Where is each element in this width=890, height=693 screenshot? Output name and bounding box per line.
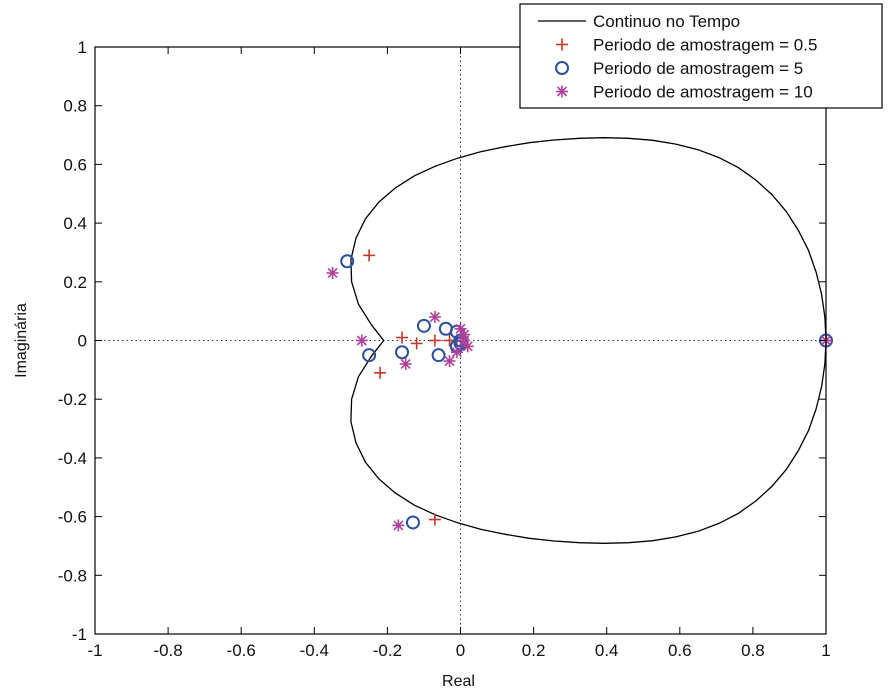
data-point-series-1-4	[428, 513, 441, 526]
legend-label: Continuo no Tempo	[593, 12, 740, 31]
data-point-series-3-6	[443, 355, 456, 368]
axes: -1 -0.8 -0.6 -0.4 -0.2 0 0.2 0.4 0.6 0.8 1 -1 -0.8 -0…	[13, 38, 831, 690]
data-point-series-2-5	[416, 318, 431, 333]
legend-entry-1: Periodo de amostragem = 0.5	[556, 36, 817, 55]
legend-marker-sample	[555, 61, 569, 75]
data-point-series-1-6	[428, 334, 441, 347]
y-tick-label: 0.2	[63, 273, 87, 292]
data-point-series-3-3	[399, 357, 412, 370]
marker-stroke	[393, 520, 404, 531]
x-tick-label: 0	[456, 641, 465, 660]
y-tick-label: -0.6	[58, 508, 87, 527]
data-point-series-1-2	[396, 331, 409, 344]
marker-stroke	[451, 347, 462, 358]
marker-outline	[362, 348, 377, 363]
y-tick-label: 0.4	[63, 214, 87, 233]
legend-label: Periodo de amostragem = 0.5	[593, 36, 817, 55]
data-point-series-3-1	[326, 266, 339, 279]
marker-outline	[395, 345, 410, 360]
marker-stroke	[455, 323, 466, 334]
data-point-series-3-9	[461, 340, 474, 353]
data-point-series-1-1	[363, 249, 376, 262]
data-point-series-2-6	[431, 348, 446, 363]
data-point-series-3-11	[450, 346, 463, 359]
x-tick-label: -0.2	[373, 641, 402, 660]
legend-marker-sample	[556, 38, 568, 51]
y-tick-label: -0.2	[58, 390, 87, 409]
y-tick-label: -0.8	[58, 566, 87, 585]
data-point-series-2-4	[405, 515, 420, 530]
legend-entry-2: Periodo de amostragem = 5	[555, 59, 803, 78]
data-point-series-2-1	[340, 254, 355, 269]
x-tick-label: 0.4	[595, 641, 619, 660]
y-tick-label: 0.8	[63, 97, 87, 116]
marker-outline	[431, 348, 446, 363]
y-tick-label: -1	[72, 625, 87, 644]
marker-stroke	[462, 341, 473, 352]
y-tick-label: 0.6	[63, 155, 87, 174]
legend-label: Periodo de amostragem = 5	[593, 59, 803, 78]
data-point-series-2-3	[395, 345, 410, 360]
y-tick-label: 0	[78, 332, 87, 351]
y-axis-label: Imaginária	[13, 303, 30, 378]
marker-stroke	[459, 329, 470, 340]
y-tick-label: 1	[78, 38, 87, 57]
marker-stroke	[327, 267, 338, 279]
series-line-continuo-no-tempo	[350, 137, 827, 544]
legend-entry-0: Continuo no Tempo	[538, 12, 740, 31]
marker-stroke	[400, 358, 411, 370]
marker-outline	[405, 515, 420, 530]
data-point-series-1-3	[374, 366, 387, 379]
x-tick-label: 0.6	[668, 641, 692, 660]
plot-area	[95, 47, 833, 634]
legend: Continuo no Tempo Periodo de amostragem =…	[519, 3, 883, 109]
x-tick-label: 0.2	[522, 641, 546, 660]
marker-outline	[416, 318, 431, 333]
legend-marker-sample	[556, 85, 568, 98]
marker-stroke	[444, 355, 455, 367]
marker-stroke	[556, 86, 568, 97]
data-point-series-3-4	[392, 519, 405, 532]
marker-stroke	[356, 335, 367, 346]
y-tick-label: -0.4	[58, 449, 87, 468]
data-point-series-3-5	[428, 311, 441, 324]
marker-outline	[555, 61, 569, 75]
x-tick-label: -1	[87, 641, 102, 660]
marker-stroke	[429, 311, 440, 323]
legend-label: Periodo de amostragem = 10	[593, 83, 813, 102]
data-point-series-3-2	[355, 334, 368, 347]
x-tick-label: 0.8	[741, 641, 765, 660]
data-point-series-2-2	[362, 348, 377, 363]
x-tick-label: 1	[821, 641, 830, 660]
marker-outline	[340, 254, 355, 269]
data-point-series-3-10	[458, 328, 471, 341]
x-tick-label: -0.8	[153, 641, 182, 660]
legend-entry-3: Periodo de amostragem = 10	[556, 83, 813, 102]
data-point-series-1-5	[410, 337, 423, 350]
x-tick-label: -0.4	[300, 641, 329, 660]
x-axis-label: Real	[442, 673, 475, 690]
x-tick-label: -0.6	[227, 641, 256, 660]
